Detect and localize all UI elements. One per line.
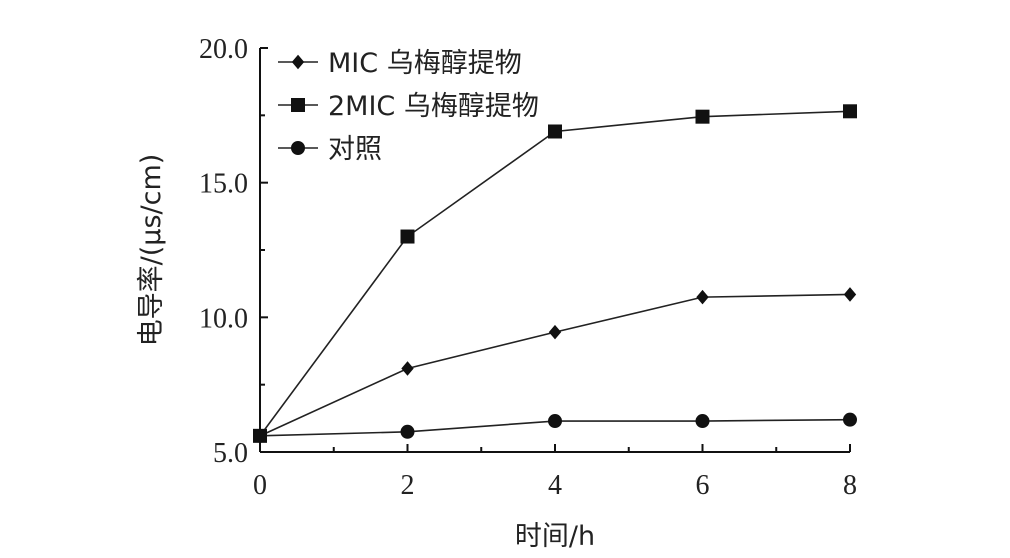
data-point-circle xyxy=(253,428,267,443)
x-axis-title: 时间/h xyxy=(515,521,595,552)
axes: 5.0 10.0 15.0 20.0 0 2 4 6 8 xyxy=(199,34,857,501)
data-point-diamond xyxy=(548,324,562,340)
data-point-circle xyxy=(843,412,857,427)
legend-marker-diamond xyxy=(291,54,305,70)
legend-item: MIC 乌梅醇提物 xyxy=(278,48,522,79)
data-point-square xyxy=(695,109,710,124)
legend-label: MIC 乌梅醇提物 xyxy=(328,48,522,79)
legend-item: 2MIC 乌梅醇提物 xyxy=(278,91,539,122)
y-tick-label: 5.0 xyxy=(213,438,248,469)
legend-marker-square xyxy=(291,98,305,112)
data-point-square xyxy=(400,229,415,244)
x-tick-label: 6 xyxy=(696,470,710,501)
series-1 xyxy=(253,287,857,444)
data-point-square xyxy=(843,104,857,119)
legend-item: 对照 xyxy=(278,134,382,165)
x-tick-label: 8 xyxy=(843,470,857,501)
y-tick-label: 10.0 xyxy=(199,303,248,334)
data-point-square xyxy=(548,124,562,139)
data-point-circle xyxy=(695,414,710,429)
data-point-circle xyxy=(400,424,415,439)
legend-marker-circle xyxy=(291,141,305,155)
x-tick-label: 2 xyxy=(401,470,415,501)
legend-label: 2MIC 乌梅醇提物 xyxy=(328,91,539,122)
x-tick-label: 4 xyxy=(548,470,562,501)
series-3 xyxy=(253,412,857,443)
y-tick-label: 20.0 xyxy=(199,34,248,65)
y-axis-title: 电导率/(μs/cm) xyxy=(136,154,167,347)
series-group xyxy=(253,104,857,444)
data-point-diamond xyxy=(696,289,709,305)
y-tick-label: 15.0 xyxy=(199,169,248,200)
legend-label: 对照 xyxy=(328,134,382,165)
data-point-diamond xyxy=(401,361,414,376)
data-point-circle xyxy=(548,414,562,429)
x-tick-label: 0 xyxy=(253,470,267,501)
data-point-diamond xyxy=(843,287,857,302)
